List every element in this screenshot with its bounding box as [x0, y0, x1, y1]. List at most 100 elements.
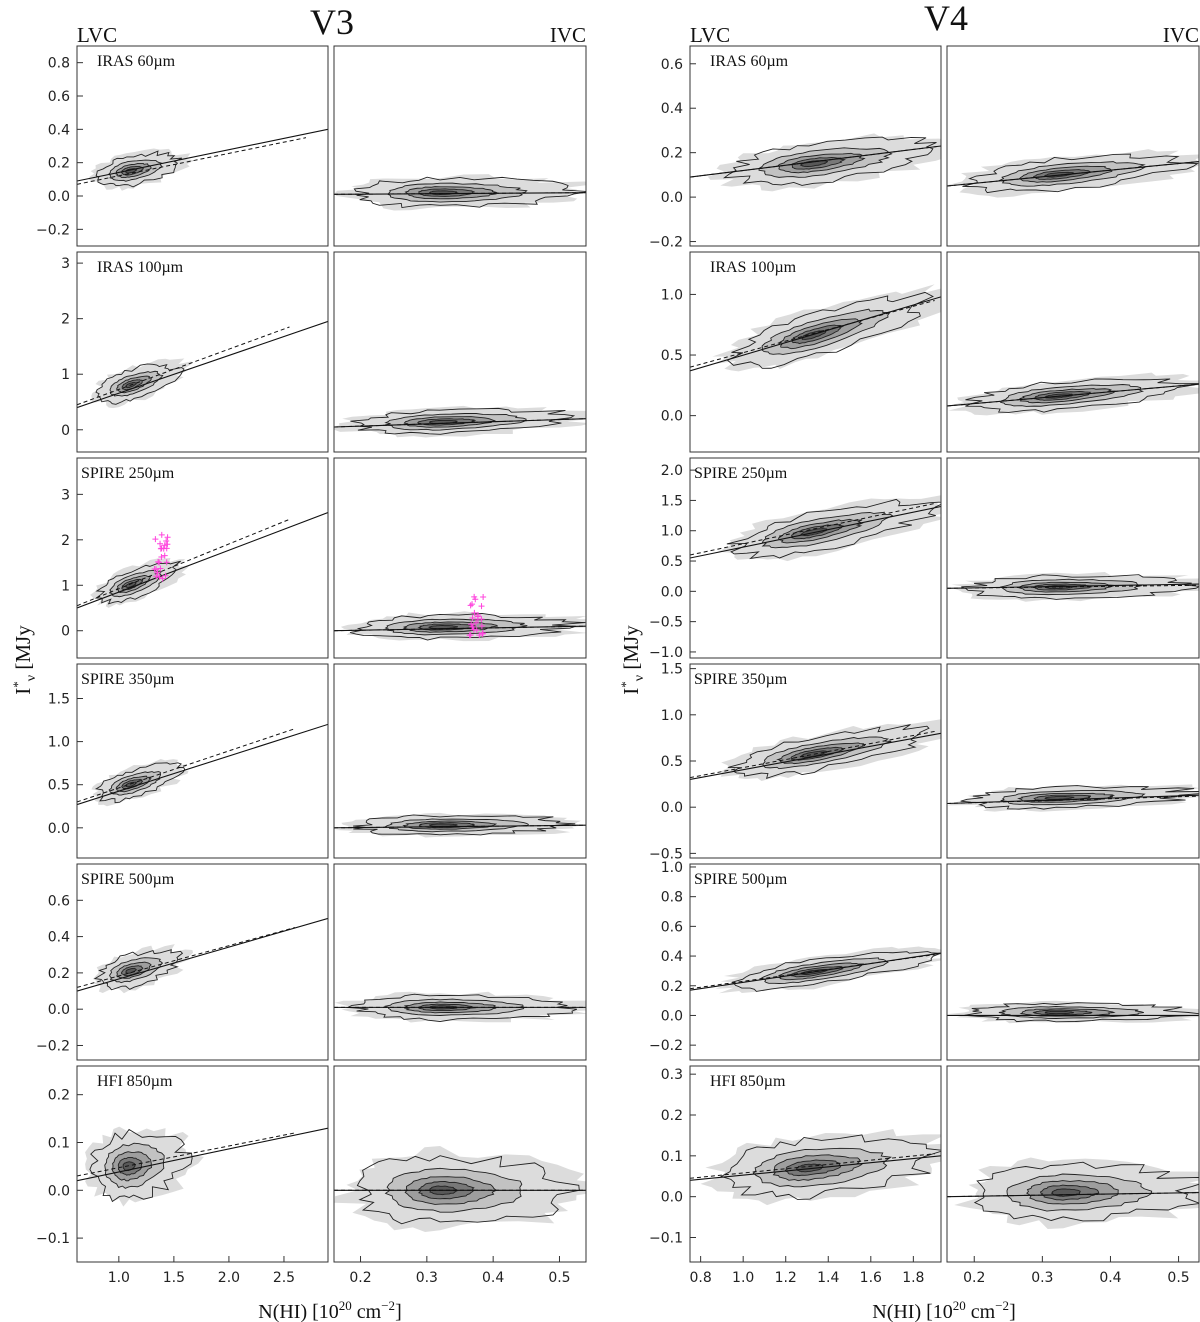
panel-v4-ivc-5: 0.2 0.3 0.4 0.5 — [946, 1065, 1200, 1286]
y-tick-label-v3-lvc-2-0: 0 — [61, 624, 70, 640]
y-tick-label-v3-lvc-0-5: 0.8 — [48, 56, 70, 72]
contour-group-v3-lvc-1 — [77, 320, 328, 409]
y-tick-label-v3-lvc-2-3: 3 — [61, 487, 70, 503]
y-tick-label-v4-lvc-5-3: 0.2 — [661, 1108, 683, 1124]
y-tick-label-v3-lvc-4-2: 0.2 — [48, 966, 70, 982]
contour-group-v3-ivc-4 — [334, 991, 586, 1023]
frame-v4-ivc-1 — [946, 251, 1200, 453]
frame-v4-lvc-4 — [689, 863, 942, 1061]
fit-line-dashed-v3-ivc-3 — [334, 824, 586, 829]
x-tick-label-v3-lvc-5-2: 2.0 — [218, 1270, 240, 1286]
frame-v3-lvc-5 — [76, 1065, 329, 1263]
fit-line-dashed-v3-lvc-2 — [77, 518, 290, 607]
highlight-point-v3-lvc-2-10 — [156, 574, 163, 581]
fit-line-dashed-v3-lvc-3 — [77, 728, 296, 803]
band-label-v3-lvc-5: HFI 850µm — [97, 1073, 173, 1090]
highlight-point-v3-lvc-2-8 — [162, 572, 169, 579]
highlight-point-v3-lvc-2-23 — [156, 559, 163, 566]
highlight-point-v3-ivc-2-9 — [478, 603, 485, 610]
y-tick-label-v4-lvc-5-2: 0.1 — [661, 1149, 683, 1165]
fit-line-solid-v4-lvc-5 — [690, 1155, 941, 1181]
fit-line-solid-v4-lvc-3 — [690, 732, 941, 781]
y-tick-label-v4-lvc-4-1: 0.0 — [661, 1008, 683, 1024]
frame-v4-lvc-1 — [689, 251, 942, 453]
x-tick-label-v4-ivc-5-1: 0.3 — [1031, 1270, 1053, 1286]
x-tick-label-v4-ivc-5-3: 0.5 — [1167, 1270, 1189, 1286]
highlight-point-v3-lvc-2-12 — [160, 545, 167, 552]
contour-group-v3-ivc-1 — [334, 405, 586, 438]
panel-v3-ivc-3 — [333, 663, 587, 859]
panel-v3-ivc-1 — [333, 251, 587, 453]
fit-line-dashed-v4-ivc-3 — [947, 795, 1199, 804]
fit-line-dashed-v4-lvc-4 — [690, 954, 935, 990]
band-label-v4-lvc-1: IRAS 100µm — [710, 259, 797, 276]
band-label-v4-lvc-2: SPIRE 250µm — [694, 465, 788, 482]
band-label-v4-lvc-3: SPIRE 350µm — [694, 671, 788, 688]
density-contour-v4-ivc-3-1 — [960, 785, 1199, 810]
contour-group-v3-ivc-3 — [334, 812, 586, 838]
frame-v3-lvc-3 — [76, 663, 329, 859]
fit-line-dashed-v4-ivc-5 — [947, 1192, 1199, 1198]
x-tick-label-v3-ivc-5-2: 0.4 — [482, 1270, 504, 1286]
y-tick-label-v3-lvc-3-0: 0.0 — [48, 821, 70, 837]
fit-line-solid-v3-lvc-5 — [77, 1127, 328, 1182]
y-axis-label-v3: I*ν [MJy — [10, 625, 39, 695]
y-tick-label-v3-lvc-3-1: 0.5 — [48, 778, 70, 794]
contour-group-v3-ivc-5 — [334, 1146, 586, 1232]
frame-v3-lvc-1 — [76, 251, 329, 453]
x-tick-label-v3-lvc-5-3: 2.5 — [273, 1270, 295, 1286]
contour-group-v4-ivc-5 — [947, 1157, 1199, 1230]
x-tick-label-v4-ivc-5-2: 0.4 — [1099, 1270, 1121, 1286]
highlight-point-v3-lvc-2-21 — [161, 542, 168, 549]
panel-v3-lvc-5: −0.1 0.0 0.1 0.2 1.0 1.5 2.0 2.5 HFI 850µm — [36, 1065, 329, 1286]
highlight-point-v3-ivc-2-5 — [472, 596, 479, 603]
y-tick-label-v4-lvc-3-0: −0.5 — [649, 846, 683, 862]
contour-group-v4-ivc-2 — [947, 571, 1199, 602]
fit-line-dashed-v4-ivc-0 — [947, 161, 1199, 187]
band-label-v3-lvc-4: SPIRE 500µm — [81, 871, 175, 888]
highlight-point-v3-ivc-2-19 — [475, 612, 482, 618]
y-tick-label-v4-lvc-5-1: 0.0 — [661, 1190, 683, 1206]
panel-v4-lvc-2: −1.0 −0.5 0.0 0.5 1.0 1.5 2.0 SPIRE 250µm — [649, 457, 942, 661]
x-tick-label-v4-lvc-5-3: 1.4 — [817, 1270, 839, 1286]
density-contour-v4-ivc-4-1 — [964, 1002, 1199, 1023]
highlight-point-v3-ivc-2-23 — [476, 632, 483, 639]
highlight-point-v3-lvc-2-7 — [157, 565, 164, 572]
contour-group-v3-lvc-2 — [77, 512, 328, 609]
panel-grid: −0.2 0.0 0.2 0.4 0.6 0.8 IRAS 60µm 0 1 2 3 IRAS 100… — [36, 45, 1200, 1286]
highlight-point-v3-ivc-2-7 — [469, 601, 476, 608]
y-tick-label-v3-lvc-2-2: 2 — [61, 533, 70, 549]
y-tick-label-v4-lvc-5-4: 0.3 — [661, 1067, 683, 1083]
density-contour-v4-lvc-5-1 — [720, 1134, 941, 1200]
highlight-point-v3-ivc-2-11 — [469, 615, 476, 622]
panel-v3-ivc-2 — [333, 457, 587, 659]
y-tick-label-v3-lvc-4-4: 0.6 — [48, 893, 70, 909]
frame-v3-ivc-3 — [333, 663, 587, 859]
panel-v3-ivc-4 — [333, 863, 587, 1061]
y-tick-label-v4-lvc-1-2: 1.0 — [661, 287, 683, 303]
density-contour-v3-lvc-1-1 — [95, 363, 185, 405]
band-label-v4-lvc-4: SPIRE 500µm — [694, 871, 788, 888]
density-contour-v3-lvc-2-5 — [125, 581, 137, 588]
y-tick-label-v3-lvc-1-1: 1 — [61, 367, 70, 383]
fit-line-dashed-v3-lvc-0 — [77, 137, 307, 185]
y-tick-label-v4-lvc-4-5: 0.8 — [661, 890, 683, 906]
x-tick-label-v3-lvc-5-1: 1.5 — [163, 1270, 185, 1286]
density-contour-v4-lvc-0-1 — [722, 136, 937, 186]
highlight-point-v3-lvc-2-22 — [153, 573, 160, 580]
y-tick-label-v4-lvc-1-0: 0.0 — [661, 409, 683, 425]
density-contour-v4-ivc-3-5 — [1044, 796, 1075, 800]
y-tick-label-v3-lvc-3-3: 1.5 — [48, 691, 70, 707]
panel-v4-lvc-1: 0.0 0.5 1.0 IRAS 100µm — [661, 251, 942, 453]
density-contour-v4-ivc-5-1 — [973, 1161, 1199, 1222]
y-tick-label-v4-lvc-5-0: −0.1 — [649, 1231, 683, 1247]
x-tick-label-v4-lvc-5-5: 1.8 — [902, 1270, 924, 1286]
fit-line-dashed-v4-lvc-1 — [690, 300, 935, 368]
contour-group-v4-lvc-2 — [690, 492, 941, 562]
contour-group-v4-lvc-3 — [690, 719, 941, 782]
side-label-v4-ivc: IVC — [1163, 23, 1199, 47]
highlight-point-v3-ivc-2-22 — [469, 623, 476, 630]
frame-v3-lvc-4 — [76, 863, 329, 1061]
panel-v4-ivc-1 — [946, 251, 1200, 453]
